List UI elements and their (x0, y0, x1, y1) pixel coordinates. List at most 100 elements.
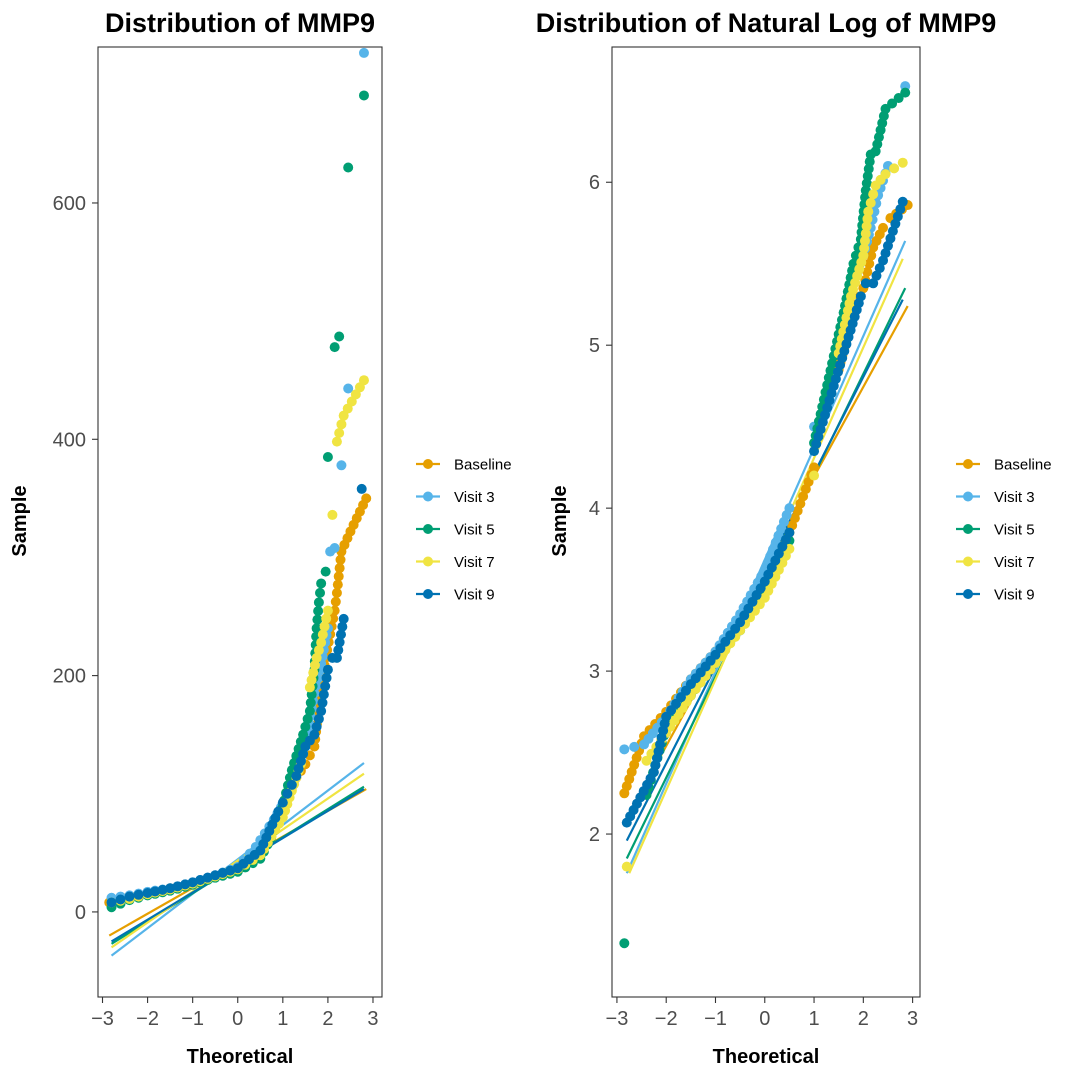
point-baseline (862, 266, 873, 277)
point-visit-3 (329, 542, 340, 553)
legend-key-point (963, 556, 973, 567)
point-visit-5 (893, 93, 904, 104)
point-visit-9 (337, 621, 348, 632)
point-visit-9 (897, 196, 908, 207)
legend-item-visit-3: Visit 3 (416, 489, 495, 506)
legend-item-visit-9: Visit 9 (416, 587, 495, 604)
legend-item-visit-7: Visit 7 (416, 554, 495, 571)
point-visit-9 (855, 291, 866, 302)
x-tick-label: −2 (136, 1008, 159, 1030)
point-baseline (878, 222, 889, 233)
point-visit-9 (165, 883, 176, 894)
legend-item-visit-7: Visit 7 (956, 554, 1035, 571)
point-visit-3 (784, 503, 795, 514)
legend-item-visit-3: Visit 3 (956, 489, 1035, 506)
point-visit-5 (900, 87, 911, 98)
legend: Baseline Visit 3 Visit 5 Visit 7 Visit 9 (956, 457, 1052, 604)
x-axis-title: Theoretical (713, 1046, 820, 1068)
point-visit-9 (225, 865, 236, 876)
point-baseline (809, 462, 820, 473)
legend-label: Visit 3 (994, 489, 1035, 506)
point-visit-7 (868, 189, 879, 200)
point-visit-9 (333, 645, 344, 656)
point-visit-7 (862, 213, 873, 224)
point-visit-7 (897, 157, 908, 168)
point-visit-7 (858, 250, 869, 261)
legend-key-point (423, 589, 433, 599)
point-visit-9 (356, 483, 367, 494)
point-visit-9 (334, 637, 345, 648)
legend-label: Visit 5 (994, 522, 1035, 539)
point-visit-5 (312, 614, 323, 625)
point-visit-7 (865, 197, 876, 208)
point-visit-5 (887, 98, 898, 109)
point-visit-7 (311, 652, 322, 663)
legend-key-point (963, 459, 973, 469)
y-tick-label: 200 (53, 666, 86, 688)
point-visit-3 (629, 741, 640, 752)
point-visit-9 (286, 779, 297, 790)
point-visit-9 (320, 681, 331, 692)
y-axis: 2 3 4 5 6 (589, 172, 612, 846)
legend-label: Visit 7 (454, 554, 495, 571)
legend-key-point (963, 491, 973, 502)
point-visit-9 (124, 891, 135, 902)
legend: Baseline Visit 3 Visit 5 Visit 7 Visit 9 (416, 457, 512, 604)
point-visit-7 (322, 605, 333, 616)
point-visit-5 (313, 606, 324, 617)
legend-label: Baseline (454, 457, 512, 474)
point-visit-9 (172, 881, 183, 892)
point-visit-7 (321, 613, 332, 624)
point-visit-9 (210, 870, 221, 881)
point-visit-5 (322, 452, 333, 463)
legend-label: Visit 5 (454, 522, 495, 539)
point-visit-5 (305, 697, 316, 708)
x-tick-label: −3 (91, 1008, 114, 1030)
point-visit-5 (358, 90, 369, 101)
x-tick-label: −3 (606, 1008, 629, 1030)
point-visit-9 (150, 886, 161, 897)
point-visit-9 (106, 897, 117, 908)
point-baseline (330, 596, 341, 607)
legend-label: Visit 9 (454, 587, 495, 604)
point-visit-7 (313, 645, 324, 656)
point-visit-7 (621, 861, 632, 872)
point-visit-7 (317, 629, 328, 640)
point-visit-9 (309, 729, 320, 740)
point-visit-5 (320, 566, 331, 577)
chart-title: Distribution of MMP9 (105, 8, 375, 38)
point-baseline (866, 250, 877, 261)
legend-key-point (423, 491, 433, 502)
point-visit-7 (861, 221, 872, 232)
point-visit-7 (809, 470, 820, 481)
point-baseline (332, 579, 343, 590)
point-visit-5 (880, 103, 891, 114)
legend-label: Baseline (994, 457, 1052, 474)
x-tick-label: 0 (232, 1008, 243, 1030)
point-visit-9 (311, 721, 322, 732)
legend-key-point (963, 524, 973, 534)
point-visit-9 (157, 884, 168, 895)
legend-key-point (423, 524, 433, 534)
legend-item-visit-5: Visit 5 (416, 522, 495, 539)
x-axis: −3 −2 −1 0 1 2 3 (91, 997, 379, 1030)
point-visit-9 (331, 652, 342, 663)
point-visit-5 (850, 250, 861, 261)
point-visit-5 (300, 721, 311, 732)
point-visit-9 (217, 867, 228, 878)
point-visit-9 (321, 672, 332, 683)
points-visit-9 (621, 196, 908, 828)
point-visit-5 (313, 597, 324, 608)
y-axis-title: Sample (9, 485, 31, 556)
x-tick-label: 1 (808, 1008, 819, 1030)
legend-item-visit-9: Visit 9 (956, 587, 1035, 604)
point-visit-9 (142, 888, 153, 899)
x-tick-label: 3 (907, 1008, 918, 1030)
x-tick-label: 3 (367, 1008, 378, 1030)
x-tick-label: 2 (322, 1008, 333, 1030)
legend-key-point (963, 589, 973, 599)
legend-item-baseline: Baseline (416, 457, 512, 474)
x-tick-label: −2 (655, 1008, 678, 1030)
point-visit-9 (322, 664, 333, 675)
